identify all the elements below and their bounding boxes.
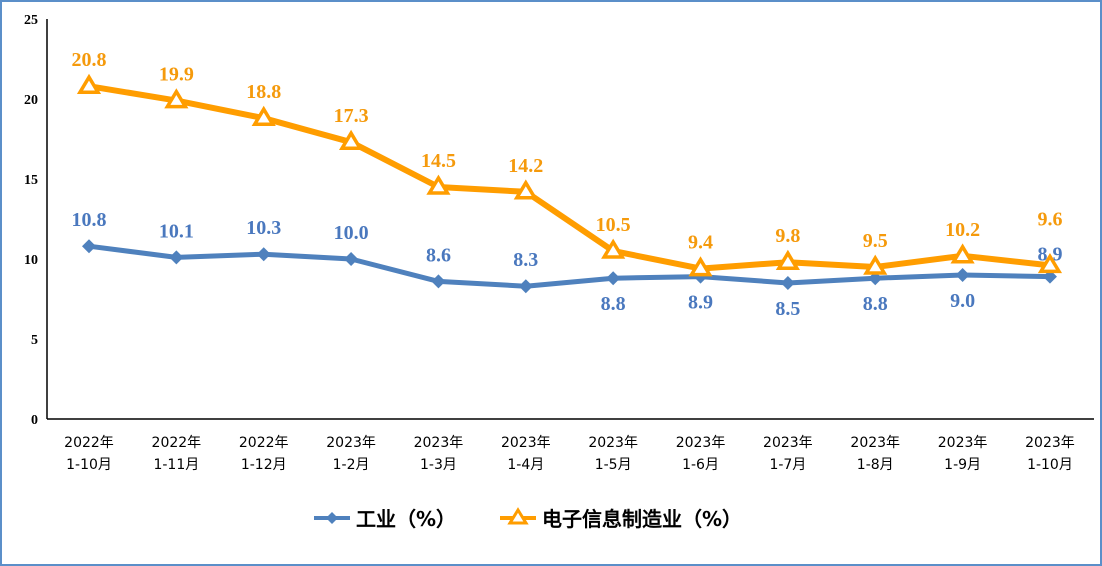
x-tick-label: 1-9月 [944,457,981,473]
x-tick-label: 2022年 [64,435,114,451]
data-label: 8.8 [601,293,626,315]
triangle-marker [513,179,538,200]
diamond-marker [344,252,359,266]
triangle-marker [601,238,626,259]
data-label: 8.5 [775,298,800,320]
data-label: 8.3 [513,249,538,271]
x-tick-label: 1-2月 [333,457,370,473]
data-label: 20.8 [72,49,107,71]
data-label: 9.8 [775,225,800,247]
triangle-marker [1037,252,1063,274]
x-tick-label: 1-5月 [595,457,632,473]
data-label: 10.2 [945,219,980,241]
data-label: 10.5 [596,214,631,236]
data-label: 10.1 [159,220,194,242]
data-label: 19.9 [159,64,194,86]
x-tick-label: 2022年 [152,435,202,451]
x-tick-label: 1-10月 [66,457,112,473]
y-tick-label: 5 [31,333,38,348]
x-tick-label: 2023年 [414,435,464,451]
diamond-marker [606,271,621,286]
x-tick-label: 2023年 [588,435,638,451]
x-tick-label: 2022年 [239,435,289,451]
data-label: 10.8 [72,209,107,231]
diamond-marker [780,276,795,290]
triangle-marker [950,243,975,264]
data-label: 18.8 [246,81,281,103]
diamond-marker [169,250,184,265]
diamond-marker [431,274,446,289]
legend-triangle-icon [507,507,529,525]
y-tick-label: 10 [24,253,38,268]
data-label: 9.4 [688,232,713,254]
triangle-marker [338,129,364,150]
x-tick-label: 2023年 [763,435,813,451]
x-tick-label: 2023年 [850,435,900,451]
data-label: 8.8 [863,293,888,315]
data-label: 9.0 [950,290,975,312]
x-tick-label: 1-11月 [153,457,199,473]
data-label: 8.6 [426,244,451,266]
data-label: 9.5 [863,230,888,252]
x-tick-label: 2023年 [326,435,376,451]
diamond-marker [82,239,96,254]
data-label: 17.3 [334,105,369,127]
x-tick-label: 2023年 [1025,435,1075,451]
triangle-marker [164,88,189,109]
y-tick-label: 20 [24,93,38,108]
x-tick-label: 2023年 [676,435,726,451]
data-label: 10.0 [334,222,369,244]
x-tick-label: 1-8月 [857,457,894,473]
legend-diamond-icon [326,512,338,524]
y-tick-label: 25 [24,13,38,28]
x-tick-label: 1-6月 [682,457,719,473]
triangle-marker [251,105,276,126]
triangle-marker [426,174,451,195]
diamond-marker [518,279,533,294]
series-line-0 [88,243,1051,289]
y-tick-label: 0 [31,413,38,428]
data-label: 9.6 [1037,208,1062,230]
x-tick-label: 1-3月 [420,457,457,473]
data-label: 14.2 [508,155,543,177]
x-tick-label: 1-12月 [241,457,287,473]
series-line-1 [88,83,1051,272]
x-tick-label: 2023年 [938,435,988,451]
data-label: 10.3 [246,217,281,239]
triangle-marker [863,254,888,275]
legend-label: 工业（%） [356,507,456,531]
diamond-marker [256,247,271,262]
data-label: 8.9 [688,292,713,314]
diamond-marker [955,268,970,282]
triangle-marker [688,256,713,277]
x-tick-label: 2023年 [501,435,551,451]
legend-label: 电子信息制造业（%） [542,507,742,531]
x-tick-label: 1-10月 [1027,457,1073,473]
x-tick-label: 1-4月 [507,457,544,473]
data-label: 14.5 [421,150,456,172]
triangle-marker [775,249,800,270]
triangle-marker [76,73,102,94]
y-tick-label: 15 [24,173,38,188]
x-tick-label: 1-7月 [769,457,806,473]
